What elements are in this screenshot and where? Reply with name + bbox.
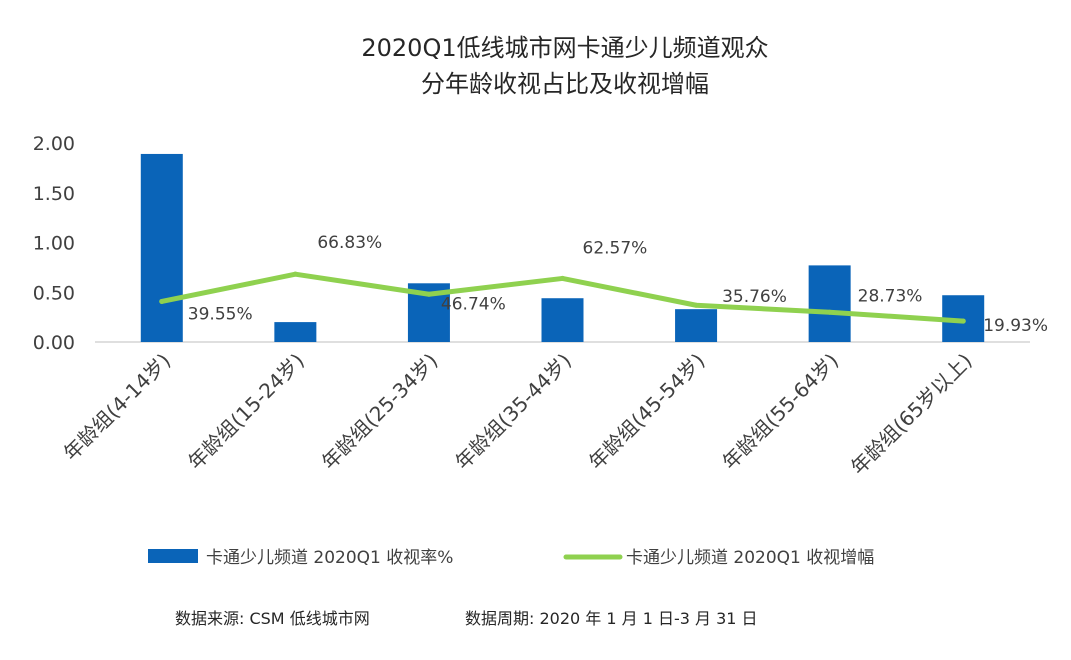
line-point	[960, 318, 966, 324]
line-data-label: 62.57%	[583, 238, 648, 258]
line-data-label: 19.93%	[983, 316, 1048, 336]
chart-title-line-1: 2020Q1低线城市网卡通少儿频道观众	[361, 34, 768, 62]
line-data-labels: 39.55% 66.83% 46.74% 62.57% 35.76% 28.73% 19.9…	[188, 233, 1048, 336]
legend-line-label: 卡通少儿频道 2020Q1 收视增幅	[626, 548, 874, 568]
line-point	[426, 291, 432, 297]
y-tick-label: 0.00	[33, 332, 75, 354]
x-tick-label: 年龄组(35-44岁)	[450, 349, 576, 475]
y-tick-label: 0.50	[33, 282, 75, 304]
line-series	[159, 271, 966, 324]
x-tick-label: 年龄组(25-34岁)	[317, 349, 443, 475]
line-point	[827, 309, 833, 315]
x-tick-label: 年龄组(15-24岁)	[183, 349, 309, 475]
data-period: 数据周期: 2020 年 1 月 1 日-3 月 31 日	[465, 609, 758, 628]
data-source: 数据来源: CSM 低线城市网	[175, 609, 370, 628]
line-point	[159, 298, 165, 304]
line-data-label: 46.74%	[441, 294, 506, 314]
x-tick-label: 年龄组(45-54岁)	[584, 349, 710, 475]
bar	[808, 265, 851, 342]
footer: 数据来源: CSM 低线城市网 数据周期: 2020 年 1 月 1 日-3 月…	[175, 609, 758, 628]
x-tick-label: 年龄组(65岁以上)	[846, 349, 977, 480]
y-tick-label: 2.00	[33, 133, 75, 155]
bar	[274, 322, 317, 342]
legend: 卡通少儿频道 2020Q1 收视率% 卡通少儿频道 2020Q1 收视增幅	[148, 548, 874, 568]
chart-title-line-2: 分年龄收视占比及收视增幅	[421, 70, 709, 98]
x-tick-label: 年龄组(55-64岁)	[718, 349, 844, 475]
bar	[140, 153, 183, 342]
line-data-label: 35.76%	[722, 287, 787, 307]
y-tick-label: 1.00	[33, 233, 75, 255]
legend-bar-label: 卡通少儿频道 2020Q1 收视率%	[206, 548, 453, 568]
line-data-label: 66.83%	[317, 233, 382, 253]
bar-series	[140, 153, 985, 342]
legend-bar-swatch	[148, 549, 198, 563]
line-data-label: 39.55%	[188, 304, 253, 324]
y-axis: 0.00 0.50 1.00 1.50 2.00	[33, 133, 75, 354]
line-point	[292, 271, 298, 277]
bar	[675, 309, 718, 342]
y-tick-label: 1.50	[33, 183, 75, 205]
x-tick-label: 年龄组(4-14岁)	[59, 349, 176, 466]
line-point	[693, 302, 699, 308]
line-data-label: 28.73%	[858, 286, 923, 306]
chart-title: 2020Q1低线城市网卡通少儿频道观众 分年龄收视占比及收视增幅	[361, 34, 768, 98]
line-point	[560, 275, 565, 281]
x-axis-labels: 年龄组(4-14岁) 年龄组(15-24岁) 年龄组(25-34岁) 年龄组(35-4…	[59, 349, 977, 480]
bar	[541, 298, 584, 342]
